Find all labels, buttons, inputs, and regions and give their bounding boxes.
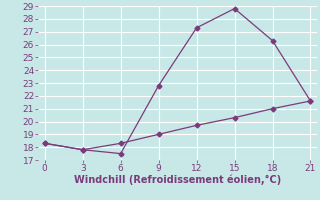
X-axis label: Windchill (Refroidissement éolien,°C): Windchill (Refroidissement éolien,°C) <box>74 175 281 185</box>
